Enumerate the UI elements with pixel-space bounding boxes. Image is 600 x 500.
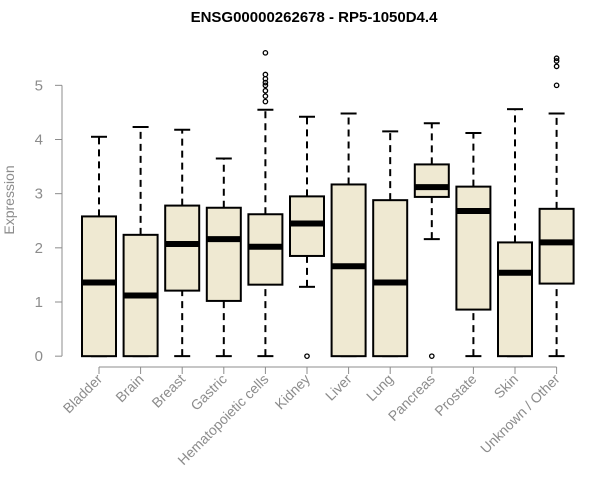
y-tick-label: 2 [35,240,43,257]
outlier-point [262,71,269,78]
x-tick-label: Breast [148,371,188,411]
box-iqr [330,183,367,358]
y-tick-label: 3 [35,186,43,203]
y-axis-label: Expression [1,165,17,234]
x-tick-label: Prostate [431,371,479,419]
box-iqr [413,163,450,198]
box-iqr [164,204,201,292]
box-group [81,135,117,358]
outlier-point [262,82,269,89]
box-group [164,128,201,358]
boxes [81,49,575,360]
outlier-point [262,87,269,94]
box-group [372,130,409,358]
outlier-point [428,353,435,360]
box-group [497,108,533,358]
box-group [413,122,450,360]
y-tick-label: 1 [35,294,43,311]
box-group [247,49,284,358]
outlier-point [262,49,269,56]
x-tick-label: Bladder [60,371,106,417]
x-tick-label: Liver [322,371,355,404]
box-group [205,157,242,358]
y-axis: 0 1 2 3 4 5 [35,77,63,365]
box-iqr [81,215,117,358]
outlier-point [553,63,560,70]
box-group [289,115,325,360]
y-tick-label: 0 [35,348,43,365]
outlier-point [553,55,560,62]
box-iqr [455,185,492,311]
x-tick-label: Unknown / Other [477,371,563,457]
outlier-point [262,98,269,105]
box-group [122,126,159,358]
y-tick-label: 5 [35,77,43,94]
x-tick-label: Lung [363,371,396,404]
x-tick-label: Brain [112,371,146,405]
box-iqr [205,206,242,302]
outlier-point [553,82,560,89]
box-iqr [497,241,533,358]
box-group [330,112,367,358]
x-tick-label: Kidney [272,371,314,413]
box-iqr [372,199,409,358]
chart-title: ENSG00000262678 - RP5-1050D4.4 [191,9,438,26]
outlier-point [262,93,269,100]
box-group [538,55,575,358]
box-iqr [538,207,575,285]
y-tick-label: 4 [35,132,43,149]
x-tick-label: Skin [491,371,522,402]
outlier-point [553,58,560,64]
box-group [455,132,492,358]
outlier-point [304,353,310,360]
